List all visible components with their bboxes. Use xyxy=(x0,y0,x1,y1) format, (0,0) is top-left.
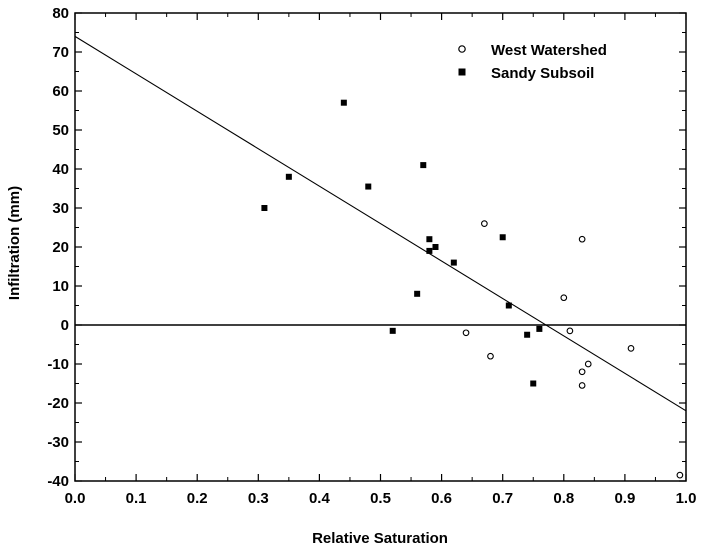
legend-marker-sandy-subsoil xyxy=(458,68,466,76)
point-sandy-subsoil xyxy=(340,99,347,106)
point-sandy-subsoil xyxy=(536,325,543,332)
x-tick-label: 0.0 xyxy=(65,490,86,507)
y-tick-label: 30 xyxy=(52,200,69,217)
plot-frame xyxy=(74,12,687,482)
point-sandy-subsoil xyxy=(450,259,457,266)
point-sandy-subsoil xyxy=(414,290,421,297)
x-tick-label: 1.0 xyxy=(676,490,697,507)
point-sandy-subsoil xyxy=(524,331,531,338)
point-west-watershed xyxy=(676,471,684,479)
point-west-watershed xyxy=(566,327,574,335)
point-west-watershed xyxy=(627,345,635,352)
regression-line xyxy=(74,35,687,412)
x-tick-label: 0.6 xyxy=(431,490,452,507)
y-tick-label: -10 xyxy=(47,356,69,373)
reference-lines xyxy=(74,35,687,412)
point-sandy-subsoil xyxy=(426,236,433,243)
x-tick-label: 0.8 xyxy=(553,490,574,507)
legend-marker-west-watershed xyxy=(458,45,466,53)
y-tick-label: -20 xyxy=(47,395,69,412)
y-tick-label: 10 xyxy=(52,278,69,295)
y-tick-label: 70 xyxy=(52,44,69,61)
point-west-watershed xyxy=(481,220,488,227)
y-axis-title: Infiltration (mm) xyxy=(6,186,23,300)
x-tick-label: 0.5 xyxy=(370,490,391,507)
point-sandy-subsoil xyxy=(505,302,512,309)
y-tick-label: 20 xyxy=(52,239,69,256)
y-tick-label: -30 xyxy=(47,434,69,451)
y-axis: -40 -30 -20 -10 0 10 20 30 40 50 60 70 80 xyxy=(47,5,686,490)
x-tick-label: 0.4 xyxy=(309,490,331,507)
point-sandy-subsoil xyxy=(426,247,433,254)
legend-label-sandy-subsoil: Sandy Subsoil xyxy=(491,65,594,82)
x-tick-label: 0.9 xyxy=(614,490,635,507)
y-tick-label: 60 xyxy=(52,83,69,100)
point-sandy-subsoil xyxy=(285,173,292,180)
point-sandy-subsoil xyxy=(261,205,268,211)
point-west-watershed xyxy=(584,360,592,368)
point-west-watershed xyxy=(462,329,470,337)
x-tick-label: 0.2 xyxy=(187,490,208,507)
y-tick-label: 0 xyxy=(61,317,69,334)
point-sandy-subsoil xyxy=(420,162,427,169)
data-points xyxy=(261,99,684,479)
point-sandy-subsoil xyxy=(432,244,439,250)
y-tick-label: 50 xyxy=(52,122,69,139)
x-axis: 0.0 0.1 0.2 0.3 0.4 0.5 0.6 0.7 0.8 0.9 1.0 xyxy=(65,13,697,507)
y-tick-label: 40 xyxy=(52,161,69,178)
point-west-watershed xyxy=(578,382,586,389)
point-west-watershed xyxy=(578,235,586,243)
y-tick-label: 80 xyxy=(52,5,69,22)
point-sandy-subsoil xyxy=(530,380,537,387)
x-tick-label: 0.7 xyxy=(492,490,513,507)
point-sandy-subsoil xyxy=(499,234,506,241)
y-tick-label: -40 xyxy=(47,473,69,490)
point-west-watershed xyxy=(560,294,568,302)
x-tick-label: 0.3 xyxy=(248,490,269,507)
point-west-watershed xyxy=(487,352,494,360)
x-tick-label: 0.1 xyxy=(126,490,147,507)
legend-label-west-watershed: West Watershed xyxy=(491,42,607,59)
point-sandy-subsoil xyxy=(389,327,396,334)
x-axis-title: Relative Saturation xyxy=(312,530,448,547)
point-west-watershed xyxy=(578,368,586,376)
legend: West Watershed Sandy Subsoil xyxy=(458,42,607,82)
point-sandy-subsoil xyxy=(365,183,372,190)
